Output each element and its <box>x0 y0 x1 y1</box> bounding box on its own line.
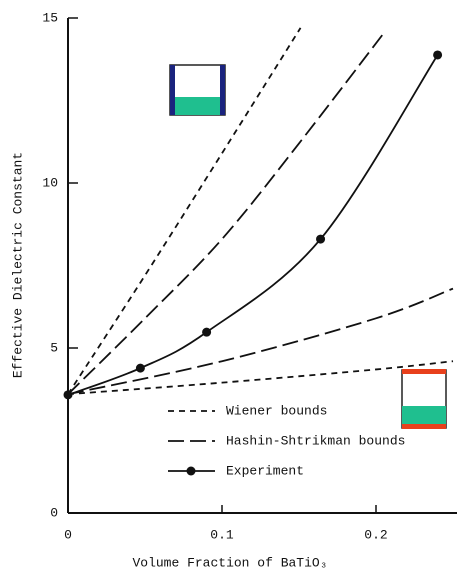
series-line <box>68 31 385 394</box>
parallel-icon <box>170 65 225 115</box>
series-line <box>68 289 453 395</box>
y-tick-label: 15 <box>42 10 58 25</box>
series-icon <box>402 369 446 429</box>
legend-label: Hashin-Shtrikman bounds <box>226 433 405 448</box>
chart: Volume Fraction of BaTiO₃ Effective Diel… <box>0 0 457 576</box>
legend-label: Wiener bounds <box>226 403 327 418</box>
legend-label: Experiment <box>226 463 304 478</box>
series-line <box>68 361 453 394</box>
x-tick-label: 0 <box>64 527 72 542</box>
x-axis-label: Volume Fraction of BaTiO₃ <box>132 555 327 570</box>
data-point <box>202 328 211 337</box>
y-tick-label: 0 <box>50 505 58 520</box>
x-tick-label: 0.1 <box>210 527 234 542</box>
y-tick-label: 5 <box>50 340 58 355</box>
y-axis-label: Effective Dielectric Constant <box>10 152 25 378</box>
x-tick-label: 0.2 <box>364 527 387 542</box>
series-line <box>68 55 438 395</box>
data-point <box>136 364 145 373</box>
data-point <box>316 235 325 244</box>
data-point <box>433 50 442 59</box>
legend-marker <box>187 467 196 476</box>
y-tick-label: 10 <box>42 175 58 190</box>
data-point <box>64 390 73 399</box>
